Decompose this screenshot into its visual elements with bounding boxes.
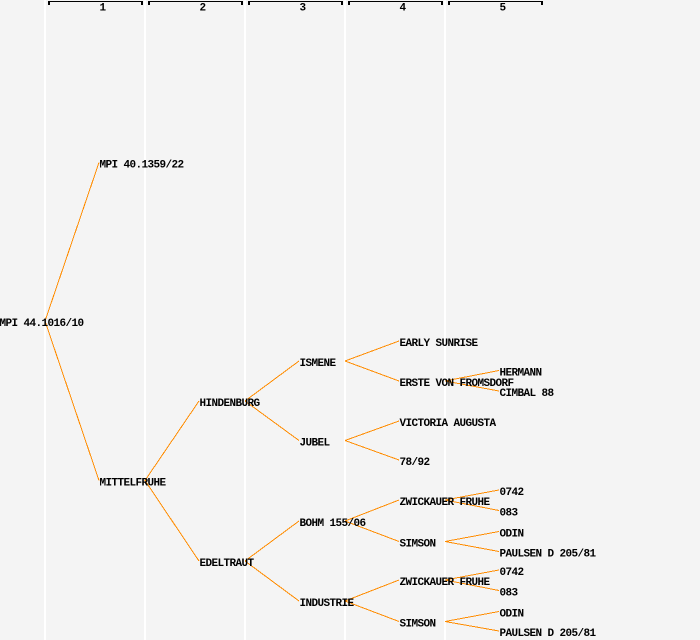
svg-text:ZWICKAUER FRUHE: ZWICKAUER FRUHE: [400, 497, 491, 509]
svg-text:0742: 0742: [500, 567, 524, 579]
svg-text:ODIN: ODIN: [500, 608, 524, 620]
svg-text:ODIN: ODIN: [500, 528, 524, 540]
svg-text:BOHM 155/06: BOHM 155/06: [300, 518, 366, 530]
svg-text:HINDENBURG: HINDENBURG: [200, 398, 261, 410]
svg-text:4: 4: [400, 2, 407, 14]
svg-text:MPI 40.1359/22: MPI 40.1359/22: [100, 159, 184, 171]
svg-text:0742: 0742: [500, 487, 524, 499]
svg-text:PAULSEN D 205/81: PAULSEN D 205/81: [500, 628, 597, 640]
svg-text:083: 083: [500, 587, 519, 599]
svg-text:ZWICKAUER FRUHE: ZWICKAUER FRUHE: [400, 577, 491, 589]
svg-text:3: 3: [300, 2, 307, 14]
svg-text:1: 1: [100, 2, 107, 14]
svg-text:ERSTE VON FROMSDORF: ERSTE VON FROMSDORF: [400, 378, 514, 390]
svg-text:2: 2: [200, 2, 206, 14]
svg-text:5: 5: [500, 2, 507, 14]
svg-text:MPI 44.1016/10: MPI 44.1016/10: [0, 318, 84, 330]
svg-text:VICTORIA AUGUSTA: VICTORIA AUGUSTA: [400, 418, 497, 430]
svg-text:EARLY SUNRISE: EARLY SUNRISE: [400, 338, 479, 350]
svg-text:ISMENE: ISMENE: [300, 358, 337, 370]
svg-text:MITTELFRUHE: MITTELFRUHE: [100, 477, 167, 489]
svg-text:CIMBAL 88: CIMBAL 88: [500, 388, 555, 400]
svg-text:INDUSTRIE: INDUSTRIE: [300, 598, 355, 610]
svg-text:SIMSON: SIMSON: [400, 538, 436, 550]
svg-text:HERMANN: HERMANN: [500, 367, 542, 379]
svg-text:SIMSON: SIMSON: [400, 618, 436, 630]
svg-text:78/92: 78/92: [400, 457, 430, 469]
svg-text:EDELTRAUT: EDELTRAUT: [200, 558, 255, 570]
svg-text:083: 083: [500, 507, 519, 519]
svg-text:PAULSEN D 205/81: PAULSEN D 205/81: [500, 548, 597, 560]
svg-text:JUBEL: JUBEL: [300, 437, 331, 449]
